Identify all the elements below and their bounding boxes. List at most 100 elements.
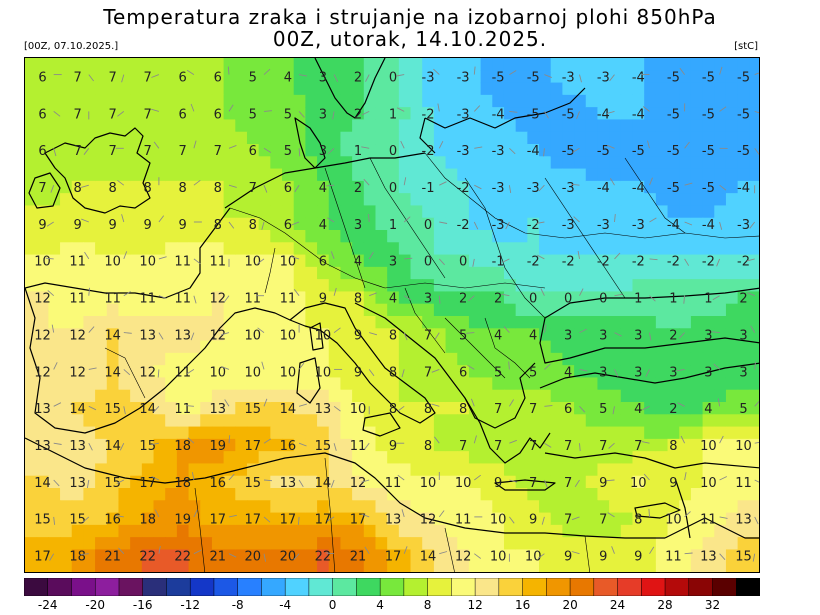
wind-arrow: [719, 66, 723, 75]
temperature-cell: [422, 70, 435, 84]
temperature-cell: [468, 131, 482, 145]
temperature-cell: [328, 561, 342, 572]
temperature-cell: [644, 94, 657, 108]
temperature-cell: [270, 291, 283, 305]
temperature-cell: [667, 180, 680, 194]
wind-arrow: [576, 111, 580, 120]
temperature-cell: [328, 389, 342, 403]
temperature-cell: [690, 402, 704, 415]
temperature-cell: [527, 549, 540, 563]
temperature-cell: [165, 107, 178, 121]
temperature-value: 3: [704, 328, 712, 343]
temperature-cell: [36, 500, 49, 514]
temperature-cell: [270, 279, 283, 293]
temperature-cell: [410, 500, 423, 514]
temperature-cell: [293, 377, 306, 391]
temperature-cell: [667, 131, 680, 145]
temperature-cell: [445, 316, 458, 329]
wind-arrow: [118, 547, 125, 555]
temperature-cell: [422, 488, 435, 501]
temperature-value: -4: [632, 181, 645, 196]
temperature-cell: [655, 58, 669, 71]
temperature-cell: [515, 168, 528, 182]
temperature-cell: [340, 500, 353, 514]
temperature-cell: [387, 463, 400, 477]
temperature-cell: [492, 107, 505, 121]
temperature-value: 7: [634, 439, 642, 454]
temperature-cell: [433, 303, 447, 317]
temperature-cell: [398, 168, 412, 182]
temperature-cell: [60, 463, 73, 477]
temperature-cell: [95, 107, 108, 121]
temperature-cell: [527, 156, 540, 170]
temperature-cell: [328, 230, 342, 243]
temperature-cell: [574, 303, 587, 317]
temperature-cell: [725, 94, 739, 108]
temperature-cell: [749, 389, 759, 403]
wind-arrow: [261, 361, 265, 370]
temperature-cell: [282, 512, 295, 526]
model-run-label: [00Z, 07.10.2025.]: [24, 41, 119, 52]
temperature-cell: [375, 524, 388, 538]
temperature-cell: [468, 70, 482, 84]
wind-arrow: [333, 443, 337, 451]
temperature-cell: [83, 266, 96, 280]
temperature-cell: [317, 119, 330, 133]
temperature-cell: [597, 389, 610, 403]
temperature-cell: [714, 180, 727, 194]
temperature-cell: [106, 328, 120, 342]
temperature-cell: [176, 500, 190, 514]
temperature-cell: [48, 340, 61, 354]
temperature-cell: [609, 242, 622, 256]
temperature-cell: [95, 242, 108, 256]
temperature-cell: [574, 144, 587, 157]
temperature-cell: [305, 58, 318, 71]
temperature-cell: [387, 414, 400, 428]
temperature-cell: [702, 193, 715, 207]
temperature-cell: [363, 463, 377, 477]
temperature-value: 7: [529, 402, 537, 417]
color-scale-swatch: [24, 578, 49, 596]
temperature-cell: [223, 537, 236, 551]
wind-arrow: [333, 287, 337, 296]
temperature-cell: [258, 316, 271, 329]
temperature-value: 11: [69, 255, 86, 270]
temperature-cell: [644, 537, 657, 551]
temperature-cell: [258, 242, 271, 256]
wind-arrow: [678, 332, 685, 339]
temperature-cell: [574, 426, 587, 440]
wind-arrow: [505, 221, 510, 230]
temperature-cell: [282, 279, 295, 293]
temperature-cell: [235, 58, 248, 71]
temperature-cell: [714, 402, 727, 415]
temperature-cell: [328, 279, 342, 293]
temperature-cell: [118, 70, 131, 84]
temperature-cell: [714, 414, 727, 428]
temperature-cell: [457, 303, 470, 317]
wind-arrow: [47, 290, 55, 297]
temperature-cell: [282, 119, 295, 133]
temperature-cell: [749, 426, 759, 440]
wind-arrow: [228, 473, 235, 481]
temperature-cell: [165, 254, 178, 268]
temperature-cell: [60, 242, 73, 256]
wind-arrow: [643, 473, 650, 481]
color-scale-swatch: [332, 578, 358, 596]
temperature-value: 18: [174, 439, 191, 454]
temperature-cell: [632, 168, 645, 182]
temperature-cell: [363, 205, 377, 219]
temperature-cell: [725, 266, 739, 280]
temperature-cell: [165, 58, 178, 71]
wind-arrow: [579, 443, 581, 452]
temperature-cell: [655, 242, 669, 256]
temperature-cell: [106, 180, 120, 194]
temperature-cell: [725, 451, 739, 465]
temperature-cell: [702, 266, 715, 280]
color-scale-swatch: [593, 578, 619, 596]
wind-arrow: [396, 74, 405, 77]
temperature-value: 9: [494, 476, 502, 491]
wind-arrow: [298, 362, 305, 370]
wind-arrow: [541, 516, 545, 525]
wind-arrow: [263, 398, 268, 407]
temperature-value: 10: [315, 365, 332, 380]
